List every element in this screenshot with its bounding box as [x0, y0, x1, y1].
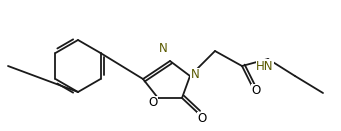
Text: N: N: [159, 42, 167, 56]
Text: O: O: [197, 113, 207, 125]
Text: N: N: [191, 69, 199, 81]
Text: O: O: [148, 97, 158, 110]
Text: O: O: [251, 84, 261, 97]
Text: HN: HN: [256, 59, 274, 72]
